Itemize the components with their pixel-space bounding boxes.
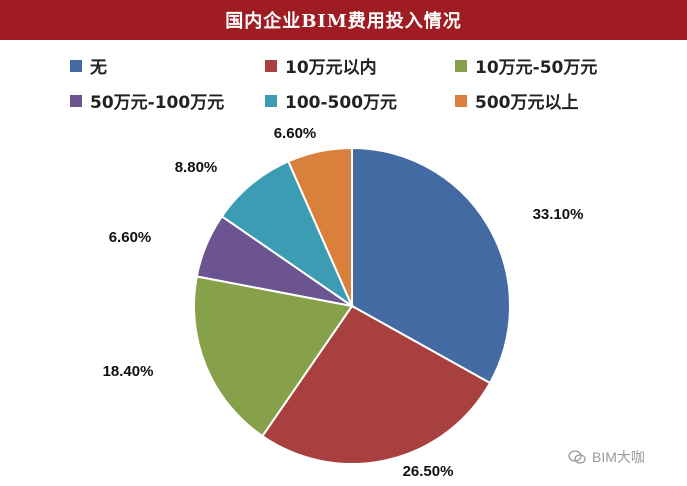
data-label-0: 33.10% <box>533 206 584 223</box>
data-label-5: 6.60% <box>274 125 317 142</box>
legend-item-2: 10万元-50万元 <box>455 53 597 78</box>
data-label-4: 8.80% <box>175 159 218 176</box>
legend-swatch-0 <box>70 59 82 72</box>
legend-label-2: 10万元-50万元 <box>475 58 598 78</box>
legend-swatch-2 <box>455 59 467 72</box>
legend-swatch-5 <box>455 94 467 107</box>
legend-swatch-1 <box>265 59 277 72</box>
pie-slice-0 <box>351 146 511 385</box>
legend-item-5: 500万元以上 <box>455 88 579 113</box>
watermark: BIM大咖 <box>568 447 645 467</box>
legend-label-1: 10万元以内 <box>285 58 377 78</box>
pie-slice-4 <box>220 160 355 309</box>
legend-swatch-4 <box>265 94 277 107</box>
legend-item-1: 10万元以内 <box>265 53 377 78</box>
pie-slice-1 <box>260 304 492 465</box>
data-label-1: 26.50% <box>403 463 454 480</box>
legend-label-4: 100-500万元 <box>285 93 398 113</box>
wechat-icon <box>568 450 586 464</box>
pie-slice-2 <box>193 275 354 438</box>
watermark-text: BIM大咖 <box>592 449 645 465</box>
legend-label-5: 500万元以上 <box>475 93 579 113</box>
data-label-3: 6.60% <box>109 229 152 246</box>
legend-swatch-3 <box>70 94 82 107</box>
data-label-2: 18.40% <box>103 363 154 380</box>
chart-title: 国内企业BIM费用投入情况 <box>0 0 687 40</box>
pie-slice-5 <box>287 146 353 307</box>
legend-item-0: 无 <box>70 53 107 78</box>
legend-item-4: 100-500万元 <box>265 88 397 113</box>
legend-item-3: 50万元-100万元 <box>70 88 224 113</box>
legend-label-3: 50万元-100万元 <box>90 93 225 113</box>
legend-label-0: 无 <box>90 58 107 78</box>
